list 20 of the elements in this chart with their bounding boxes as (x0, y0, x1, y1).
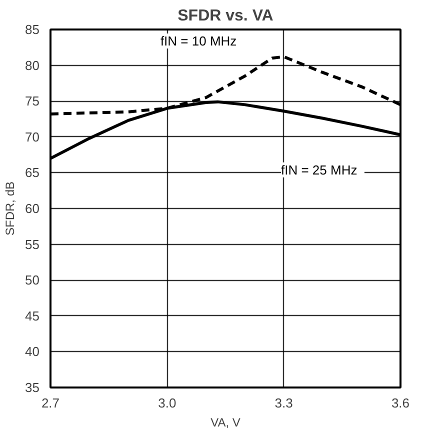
y-tick-label: 75 (25, 94, 40, 109)
x-tick-label: 3.0 (158, 396, 176, 410)
y-tick-label: 55 (25, 236, 40, 252)
y-tick-label: 35 (25, 380, 40, 395)
text: fIN = 25 MHz (281, 162, 358, 178)
x-tick-label: 2.7 (41, 396, 60, 410)
y-tick-label: 45 (25, 308, 40, 324)
y-tick-label: 70 (25, 129, 40, 144)
x-axis-title: VA, V (210, 416, 240, 430)
y-tick-label: 65 (25, 165, 40, 180)
y-tick-label: 85 (25, 22, 40, 37)
text: fIN = 10 MHz (160, 33, 237, 48)
y-tick-label: 80 (25, 58, 40, 73)
chart-title: SFDR vs. VA (178, 8, 274, 24)
y-tick-label: 40 (25, 344, 40, 360)
y-tick-label: 60 (25, 201, 40, 216)
y-axis-title: SFDR, dB (3, 181, 18, 236)
x-tick-label: 3.3 (274, 396, 293, 410)
y-tick-label: 50 (25, 272, 40, 288)
x-tick-label: 3.6 (391, 396, 410, 410)
